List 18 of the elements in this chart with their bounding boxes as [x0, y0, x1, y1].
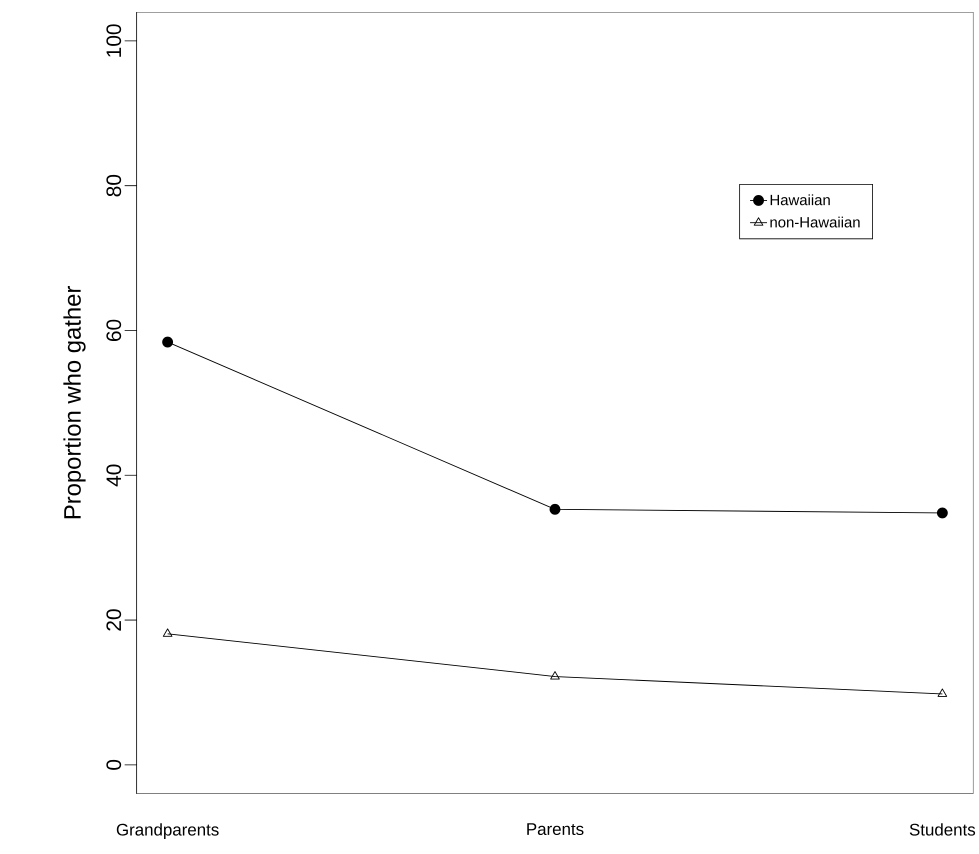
point	[162, 628, 172, 637]
legend-label: non-Hawaiian	[770, 216, 860, 228]
x-tick-label: Grandparents	[116, 823, 219, 840]
point	[936, 508, 948, 519]
legend-label: Hawaiian	[770, 194, 830, 206]
y-tick-label: 80	[106, 175, 122, 197]
point	[162, 336, 174, 348]
y-tick-label: 40	[106, 464, 122, 487]
y-axis-title: Proportion who gather	[63, 286, 86, 518]
point	[938, 688, 948, 698]
x-tick-label: Students	[910, 823, 976, 836]
y-tick-label: 20	[106, 609, 122, 631]
x-tick-label: Parents	[527, 823, 584, 836]
y-tick-label: 100	[106, 24, 122, 57]
point	[550, 671, 560, 680]
point	[550, 504, 560, 515]
y-tick-label: 60	[106, 320, 122, 342]
y-tick-label: 0	[106, 760, 122, 770]
